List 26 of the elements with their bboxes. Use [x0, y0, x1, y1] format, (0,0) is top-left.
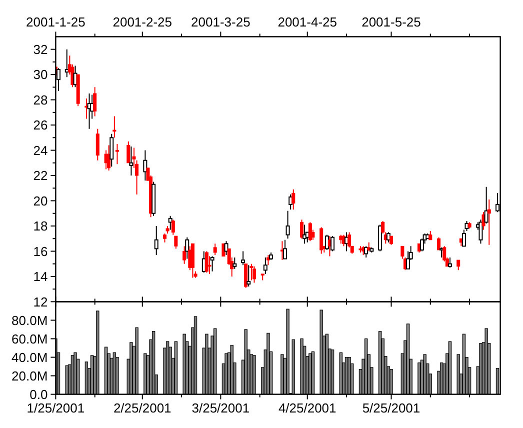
y-tick-label: 30 [33, 67, 48, 82]
y-tick-label: 26 [33, 118, 48, 133]
y-tick-label: 28 [33, 92, 48, 108]
x-tick-label: 1/25/2001 [26, 400, 85, 416]
x-tick-label: 3/25/2001 [192, 400, 250, 416]
y-tick-label: 24 [33, 142, 48, 158]
y-tick-label: 32 [33, 42, 48, 57]
y-tick-label: 80.0M [12, 312, 48, 328]
y-tick-label: 22 [33, 168, 48, 184]
y-tick-label: 16 [33, 244, 48, 259]
x-tick-label: 2001-4-25 [278, 14, 337, 30]
y-tick-label: 14 [33, 269, 48, 284]
x-tick-label: 5/25/2001 [362, 400, 420, 416]
x-tick-label: 2001-5-25 [362, 14, 421, 30]
y-tick-label: 20 [33, 193, 48, 208]
y-tick-label: 0.0 [30, 386, 48, 402]
x-tick-label: 4/25/2001 [278, 400, 336, 416]
y-tick-label: 60.0M [12, 331, 48, 346]
y-tick-label: 40.0M [12, 350, 48, 365]
x-tick-label: 2/25/2001 [113, 400, 172, 416]
y-tick-label: 12 [33, 294, 48, 310]
x-tick-label: 2001-3-25 [191, 14, 250, 30]
y-tick-label: 18 [33, 218, 48, 234]
y-tick-label: 20.0M [12, 368, 48, 384]
x-tick-label: 2001-2-25 [112, 14, 172, 30]
x-tick-label: 2001-1-25 [26, 14, 86, 30]
